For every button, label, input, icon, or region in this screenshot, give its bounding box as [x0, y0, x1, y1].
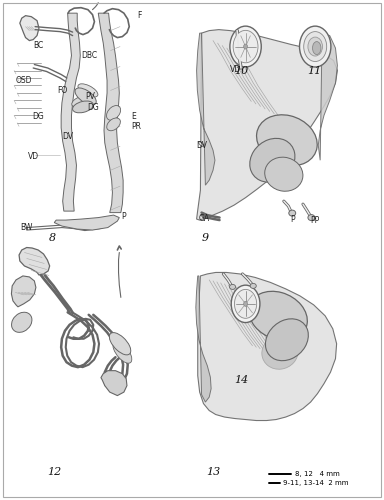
Text: F: F — [138, 11, 142, 20]
Ellipse shape — [313, 42, 321, 54]
Text: DBC: DBC — [81, 51, 97, 60]
Ellipse shape — [304, 32, 327, 62]
Ellipse shape — [250, 284, 256, 288]
Ellipse shape — [106, 106, 121, 120]
Text: VD: VD — [230, 65, 242, 74]
Ellipse shape — [72, 96, 90, 107]
Text: BC: BC — [33, 41, 43, 50]
Polygon shape — [196, 276, 211, 402]
Polygon shape — [12, 276, 36, 307]
Ellipse shape — [257, 115, 317, 166]
Ellipse shape — [113, 341, 132, 363]
Text: VD: VD — [28, 152, 40, 161]
Ellipse shape — [235, 290, 257, 318]
Text: OSD: OSD — [15, 76, 32, 85]
Ellipse shape — [308, 214, 315, 220]
Polygon shape — [318, 33, 338, 160]
Ellipse shape — [244, 302, 247, 306]
Ellipse shape — [78, 84, 98, 97]
Polygon shape — [197, 30, 338, 220]
Polygon shape — [19, 248, 50, 275]
Text: P: P — [291, 214, 295, 224]
Ellipse shape — [262, 335, 298, 369]
Text: 8, 12   4 mm: 8, 12 4 mm — [295, 472, 339, 478]
Ellipse shape — [250, 138, 295, 182]
Text: FO: FO — [57, 86, 68, 95]
Ellipse shape — [231, 285, 260, 323]
Ellipse shape — [244, 44, 247, 49]
Ellipse shape — [230, 284, 236, 290]
Text: PV: PV — [85, 92, 95, 101]
Text: 11: 11 — [307, 66, 321, 76]
Text: 9: 9 — [202, 232, 209, 242]
Text: 14: 14 — [235, 374, 249, 384]
Text: DV: DV — [63, 132, 74, 141]
Ellipse shape — [75, 88, 96, 105]
Polygon shape — [101, 370, 127, 396]
Text: 9-11, 13-14  2 mm: 9-11, 13-14 2 mm — [283, 480, 349, 486]
Polygon shape — [197, 33, 215, 185]
Polygon shape — [61, 13, 80, 211]
Ellipse shape — [233, 30, 258, 63]
Ellipse shape — [259, 122, 312, 164]
Ellipse shape — [230, 26, 261, 67]
Polygon shape — [198, 272, 337, 420]
Polygon shape — [54, 215, 119, 230]
Text: 10: 10 — [235, 66, 249, 76]
Text: PR: PR — [131, 122, 141, 131]
Text: P: P — [121, 212, 126, 220]
Text: E: E — [131, 112, 136, 121]
Ellipse shape — [73, 101, 93, 113]
Text: DG: DG — [87, 103, 99, 112]
Text: DG: DG — [32, 112, 44, 121]
Ellipse shape — [265, 319, 308, 360]
Text: 8: 8 — [49, 232, 56, 242]
Ellipse shape — [249, 292, 307, 341]
Text: DV: DV — [196, 141, 207, 150]
Ellipse shape — [289, 210, 296, 216]
Text: 12: 12 — [47, 467, 61, 477]
Ellipse shape — [12, 312, 32, 332]
Text: PP: PP — [311, 216, 320, 224]
Text: BW: BW — [21, 223, 33, 232]
Polygon shape — [20, 16, 39, 40]
Text: 13: 13 — [206, 467, 220, 477]
Ellipse shape — [109, 332, 131, 355]
Text: GA: GA — [199, 214, 210, 222]
Ellipse shape — [265, 157, 303, 191]
Ellipse shape — [300, 26, 331, 67]
Polygon shape — [98, 13, 123, 212]
Ellipse shape — [308, 37, 323, 56]
Ellipse shape — [107, 118, 121, 130]
